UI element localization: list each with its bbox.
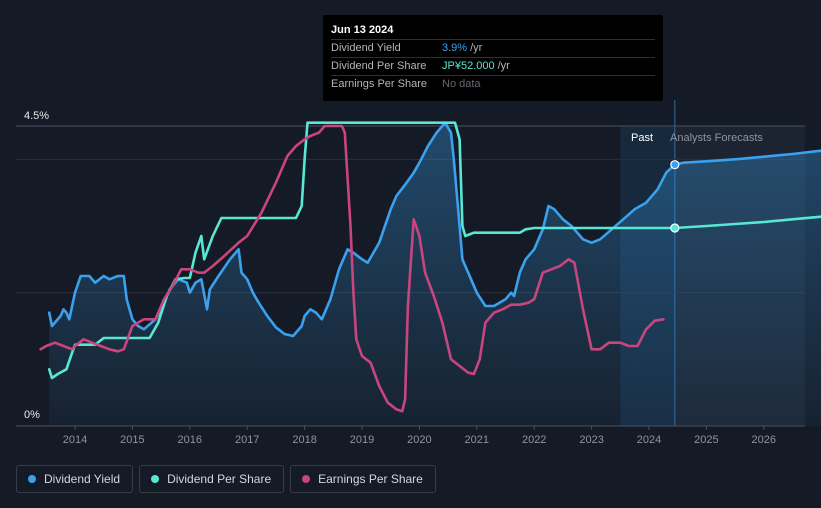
x-tick-label: 2023 — [579, 434, 603, 446]
x-tick-label: 2020 — [407, 434, 431, 446]
x-tick-label: 2022 — [522, 434, 546, 446]
legend-label: Dividend Per Share — [167, 472, 272, 486]
legend-item-earnings-per-share[interactable]: Earnings Per Share — [290, 465, 436, 493]
legend-swatch-dividend-per-share — [151, 475, 160, 483]
tooltip-unit: /yr — [497, 60, 510, 72]
tooltip-label: Earnings Per Share — [331, 78, 427, 90]
tooltip-row-earnings-per-share: Earnings Per Share No data — [331, 76, 655, 93]
tooltip-value: 3.9% — [442, 42, 468, 54]
tooltip-row-dividend-yield: Dividend Yield 3.9% /yr — [331, 40, 655, 58]
tooltip-date: Jun 13 2024 — [331, 21, 655, 40]
legend-label: Dividend Yield — [44, 472, 121, 486]
x-tick-label: 2024 — [637, 434, 661, 446]
x-tick-label: 2018 — [292, 434, 316, 446]
x-tick-label: 2017 — [235, 434, 259, 446]
marker-dividend-yield — [670, 160, 680, 170]
tooltip-row-dividend-per-share: Dividend Per Share JP¥52.000 /yr — [331, 58, 655, 76]
tooltip-label: Dividend Yield — [331, 42, 401, 54]
legend-swatch-dividend-yield — [28, 475, 36, 483]
x-tick-label: 2026 — [752, 434, 776, 446]
line-earnings-per-share — [39, 124, 665, 413]
marker-dividend-per-share — [670, 223, 680, 233]
legend-swatch-earnings-per-share — [302, 475, 311, 483]
tooltip-unit: /yr — [470, 42, 483, 54]
x-tick-label: 2019 — [350, 434, 374, 446]
forecast-region-label: Analysts Forecasts — [670, 132, 763, 144]
legend-label: Earnings Per Share — [318, 472, 423, 486]
x-tick-label: 2014 — [63, 434, 87, 446]
line-dividend-per-share — [47, 121, 821, 380]
y-axis-max-label: 4.5% — [24, 110, 49, 122]
legend-item-dividend-yield[interactable]: Dividend Yield — [16, 465, 134, 493]
x-tick-label: 2015 — [120, 434, 144, 446]
legend-item-dividend-per-share[interactable]: Dividend Per Share — [139, 465, 285, 493]
tooltip-label: Dividend Per Share — [331, 60, 427, 72]
y-axis-min-label: 0% — [24, 409, 40, 421]
past-region-label: Past — [631, 132, 654, 144]
chart-legend: Dividend Yield Dividend Per Share Earnin… — [16, 465, 436, 493]
x-tick-label: 2016 — [178, 434, 202, 446]
x-tick-label: 2025 — [694, 434, 718, 446]
tooltip-value: JP¥52.000 — [442, 60, 495, 72]
tooltip-value: No data — [442, 78, 481, 90]
x-tick-label: 2021 — [465, 434, 489, 446]
area-dividend-yield — [49, 122, 821, 426]
chart-tooltip: Jun 13 2024 Dividend Yield 3.9% /yr Divi… — [323, 15, 663, 101]
